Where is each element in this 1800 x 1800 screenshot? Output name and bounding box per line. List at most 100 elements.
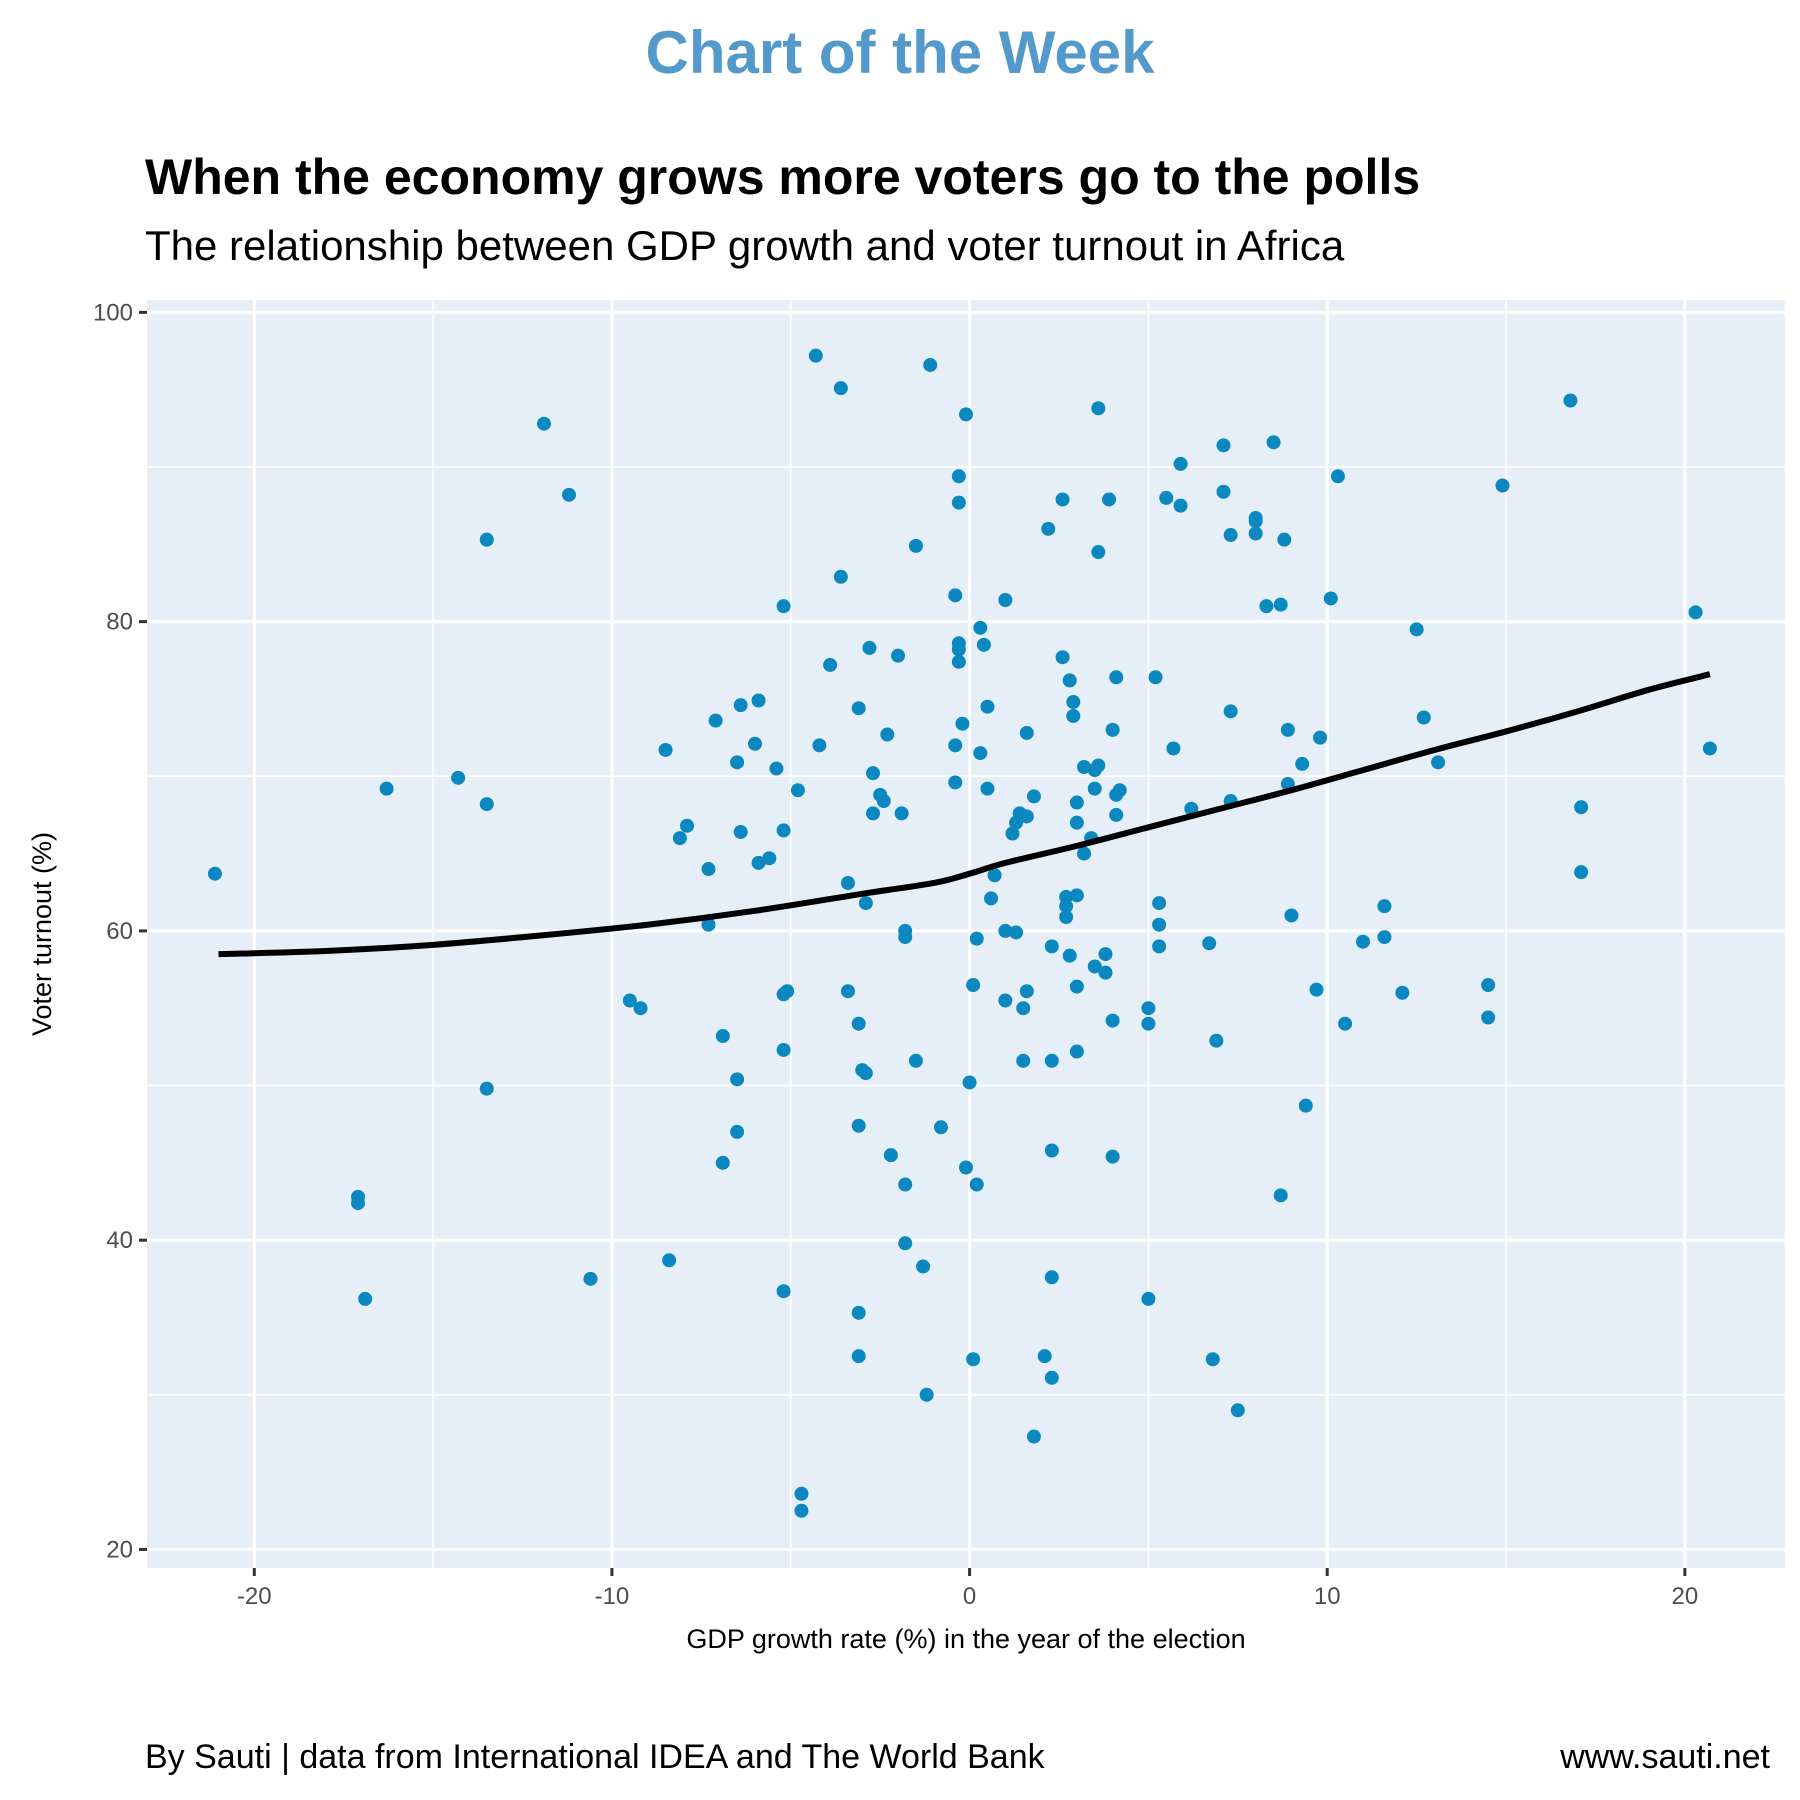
data-point — [583, 1271, 598, 1286]
y-tick-label: 80 — [106, 609, 133, 636]
trend-line — [218, 671, 1711, 958]
data-point — [898, 1236, 913, 1251]
data-point — [1019, 725, 1034, 740]
chart-title: When the economy grows more voters go to… — [145, 149, 1421, 205]
data-point — [1248, 526, 1263, 541]
data-point — [680, 818, 695, 833]
data-point — [1009, 925, 1024, 940]
data-point — [1209, 1033, 1224, 1048]
data-point — [1041, 521, 1056, 536]
data-point — [207, 866, 222, 881]
data-point — [923, 357, 938, 372]
data-point — [1019, 809, 1034, 824]
data-point — [973, 620, 988, 635]
data-point — [1409, 622, 1424, 637]
data-point — [1495, 478, 1510, 493]
data-point — [730, 1072, 745, 1087]
data-point — [1355, 934, 1370, 949]
y-tick-label: 100 — [93, 299, 133, 326]
data-point — [1059, 909, 1074, 924]
data-point — [1284, 908, 1299, 923]
data-point — [1152, 896, 1167, 911]
data-point — [1481, 978, 1496, 993]
data-point — [966, 978, 981, 993]
data-point — [891, 648, 906, 663]
data-point — [951, 495, 966, 510]
data-point — [833, 569, 848, 584]
major-gridlines — [147, 300, 1785, 1568]
data-point — [1098, 965, 1113, 980]
data-point — [1091, 545, 1106, 560]
data-point — [969, 1177, 984, 1192]
data-point — [851, 1016, 866, 1031]
data-point — [959, 407, 973, 422]
data-point — [1173, 456, 1188, 471]
data-point — [851, 1305, 866, 1320]
data-point — [1259, 599, 1274, 614]
data-point — [1295, 756, 1310, 771]
y-axis-title: Voter turnout (%) — [27, 832, 57, 1036]
data-point — [866, 806, 881, 821]
data-point — [883, 1148, 898, 1163]
data-point — [1109, 807, 1124, 822]
data-point — [1395, 985, 1410, 1000]
data-point — [980, 781, 995, 796]
data-point — [808, 348, 823, 363]
data-point — [833, 381, 848, 396]
data-point — [1062, 673, 1077, 688]
data-point — [1069, 888, 1084, 903]
data-point — [1087, 959, 1102, 974]
source-caption: By Sauti | data from International IDEA … — [145, 1738, 1045, 1776]
data-point — [969, 931, 984, 946]
data-point — [351, 1196, 366, 1211]
data-point — [1069, 795, 1084, 810]
website-caption: www.sauti.net — [1560, 1738, 1770, 1776]
data-point — [794, 1503, 809, 1518]
data-point — [662, 1253, 677, 1268]
x-tick-label: 20 — [1672, 1583, 1699, 1610]
data-point — [1066, 695, 1081, 710]
chart-subtitle: The relationship between GDP growth and … — [145, 222, 1345, 269]
x-axis-title: GDP growth rate (%) in the year of the e… — [686, 1624, 1245, 1654]
data-point — [1330, 469, 1345, 484]
y-tick-label: 20 — [106, 1536, 133, 1563]
data-points — [207, 348, 1717, 1518]
data-point — [1152, 917, 1167, 932]
data-point — [976, 637, 991, 652]
data-point — [840, 984, 855, 999]
data-point — [1216, 438, 1231, 453]
data-point — [866, 766, 881, 781]
data-point — [776, 599, 791, 614]
data-point — [708, 713, 723, 728]
data-point — [790, 783, 805, 798]
data-point — [562, 487, 577, 502]
data-point — [776, 1042, 791, 1057]
data-point — [1563, 393, 1578, 408]
data-point — [747, 736, 762, 751]
data-point — [1280, 722, 1295, 737]
data-point — [987, 868, 1002, 883]
data-point — [1338, 1016, 1353, 1031]
data-point — [962, 1075, 977, 1090]
data-point — [1077, 846, 1092, 861]
data-point — [876, 794, 891, 809]
data-point — [1044, 1270, 1059, 1285]
x-tick-label: 0 — [963, 1583, 976, 1610]
data-point — [894, 806, 909, 821]
data-point — [379, 781, 394, 796]
data-point — [701, 917, 716, 932]
data-point — [933, 1120, 948, 1135]
data-point — [1105, 722, 1120, 737]
data-point — [908, 1053, 923, 1068]
data-point — [715, 1155, 730, 1170]
data-point — [998, 592, 1013, 607]
data-point — [1377, 899, 1392, 914]
data-point — [1223, 528, 1238, 543]
data-point — [1091, 401, 1106, 416]
data-point — [955, 716, 970, 731]
data-point — [812, 738, 827, 753]
data-point — [701, 862, 716, 877]
data-point — [1377, 930, 1392, 945]
data-point — [1141, 1001, 1156, 1016]
